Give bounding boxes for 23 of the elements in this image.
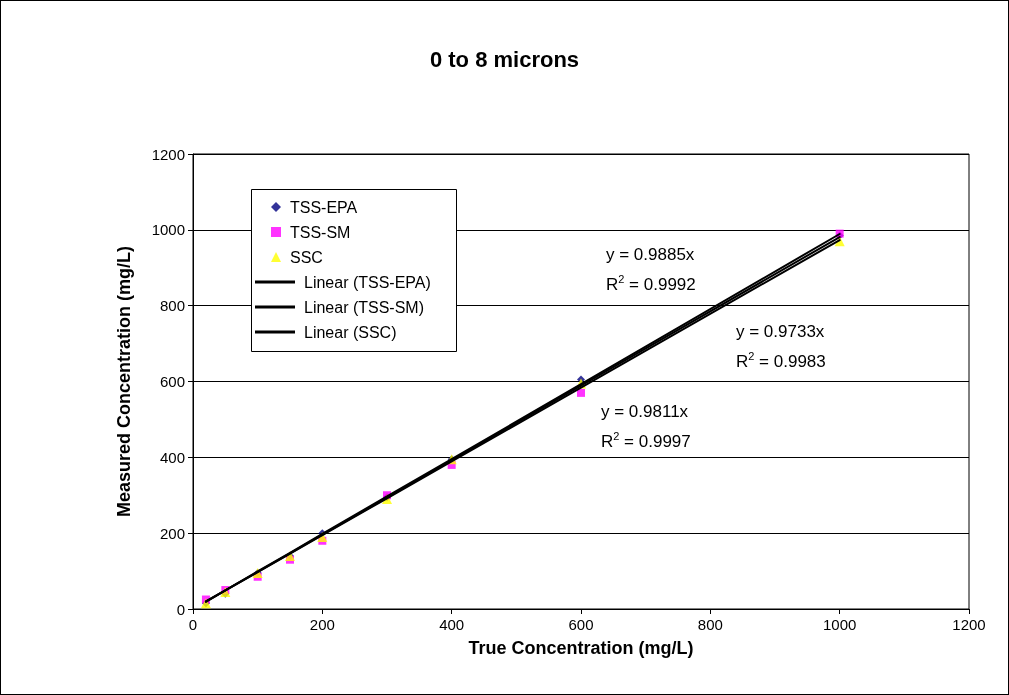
y-axis-title: Measured Concentration (mg/L) <box>114 245 134 518</box>
x-tick-label: 1000 <box>822 616 857 633</box>
x-tick-label: 1200 <box>952 616 986 633</box>
chart-title: 0 to 8 microns <box>429 46 580 72</box>
legend-label: TSS-SM <box>290 223 351 241</box>
y-tick-label: 800 <box>159 297 185 315</box>
x-tick-label: 600 <box>568 616 594 633</box>
y-tick-label: 400 <box>159 448 185 466</box>
legend-label: Linear (TSS-SM) <box>304 298 425 316</box>
y-tick-label: 1000 <box>151 221 185 239</box>
legend-label: TSS-EPA <box>290 198 358 216</box>
legend-label: Linear (SSC) <box>304 323 397 341</box>
x-tick-label: 400 <box>439 616 465 633</box>
x-axis-title: True Concentration (mg/L) <box>468 638 694 658</box>
y-tick-label: 0 <box>176 600 185 618</box>
legend-label: Linear (TSS-EPA) <box>304 273 431 291</box>
y-tick-label: 200 <box>159 524 185 542</box>
legend-label: SSC <box>290 248 323 266</box>
x-tick-label: 800 <box>697 616 723 633</box>
x-tick-label: 200 <box>309 616 335 633</box>
y-tick-label: 600 <box>159 373 185 390</box>
x-tick-label: 0 <box>188 616 198 633</box>
y-tick-label: 1200 <box>151 145 185 163</box>
